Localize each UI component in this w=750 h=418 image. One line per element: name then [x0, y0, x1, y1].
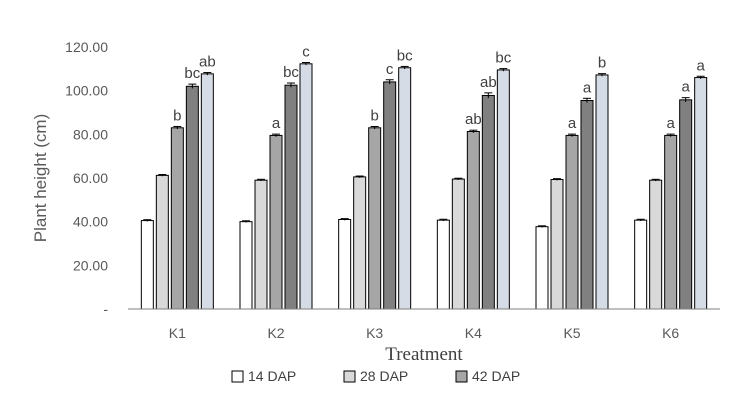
bar-k6-s1 [649, 179, 663, 310]
legend-swatch [343, 370, 356, 383]
significance-label: a [696, 57, 705, 74]
significance-label: b [598, 55, 606, 72]
y-tick-label: 120.00 [65, 39, 108, 55]
legend: 14 DAP 28 DAP 42 DAP [231, 368, 520, 384]
y-tick-label: 20.00 [73, 257, 108, 273]
y-tick-label: 60.00 [73, 170, 108, 186]
legend-label: 28 DAP [360, 368, 408, 384]
x-tick-label: K6 [662, 325, 679, 341]
significance-label: b [370, 107, 378, 124]
bar-k3-s2 [368, 127, 382, 310]
significance-label: bc [184, 65, 200, 82]
x-tick-label: K2 [267, 325, 284, 341]
significance-label: bc [495, 50, 511, 67]
legend-swatch [231, 370, 244, 383]
y-tick-label: 40.00 [73, 214, 108, 230]
bar-k5-s4 [595, 74, 609, 310]
bar-k5-s2 [565, 134, 579, 310]
bar-k2-s0 [239, 221, 253, 310]
significance-label: a [681, 79, 690, 96]
bar-k5-s0 [535, 226, 549, 310]
y-axis-label: Plant height (cm) [31, 114, 50, 243]
x-tick-label: K4 [465, 325, 482, 341]
bar-k1-s4 [200, 73, 214, 310]
bar-k6-s2 [664, 134, 678, 310]
bar-k5-s1 [550, 179, 564, 310]
bar-k5-s3 [580, 99, 594, 310]
y-tick-label: 100.00 [65, 83, 108, 99]
x-axis-ticks: K1 K2 K3 K4 K5 K6 [169, 325, 680, 341]
x-tick-label: K1 [169, 325, 186, 341]
significance-label: ab [465, 111, 482, 128]
legend-swatch [455, 370, 468, 383]
significance-label: b [173, 107, 181, 124]
significance-label: bc [283, 64, 299, 81]
legend-label: 14 DAP [248, 368, 296, 384]
significance-label: ab [199, 54, 216, 71]
bar-k2-s4 [299, 63, 313, 310]
bar-k4-s3 [481, 94, 495, 310]
significance-label: a [272, 115, 281, 132]
bar-k1-s3 [185, 85, 199, 310]
legend-label: 42 DAP [472, 368, 520, 384]
bar-k3-s3 [383, 81, 397, 310]
bar-k2-s1 [254, 179, 268, 310]
significance-label: c [386, 61, 394, 78]
y-tick-label: - [103, 301, 108, 317]
bar-k2-s2 [269, 134, 283, 310]
significance-label: a [666, 115, 675, 132]
significance-label: a [583, 79, 592, 96]
y-axis-ticks: - 20.00 40.00 60.00 80.00 100.00 120.00 [65, 39, 108, 317]
bar-k3-s1 [353, 176, 367, 310]
x-tick-label: K5 [563, 325, 580, 341]
bar-k4-s1 [451, 178, 465, 310]
bar-k3-s4 [398, 67, 412, 310]
y-tick-label: 80.00 [73, 126, 108, 142]
bar-k3-s0 [338, 218, 352, 310]
bar-k6-s3 [679, 99, 693, 310]
bar-k4-s2 [466, 130, 480, 310]
bar-k2-s3 [284, 84, 298, 310]
bar-k1-s0 [140, 220, 154, 310]
significance-label: a [568, 115, 577, 132]
bar-k1-s2 [170, 127, 184, 310]
bar-k6-s4 [694, 77, 708, 310]
bar-k4-s4 [496, 69, 510, 310]
significance-label: c [302, 44, 310, 61]
x-tick-label: K3 [366, 325, 383, 341]
bar-k1-s1 [155, 174, 169, 310]
significance-label: bc [397, 47, 413, 64]
bar-k6-s0 [634, 219, 648, 310]
x-axis-label: Treatment [385, 344, 463, 365]
bar-k4-s0 [436, 219, 450, 310]
significance-label: ab [480, 74, 497, 91]
